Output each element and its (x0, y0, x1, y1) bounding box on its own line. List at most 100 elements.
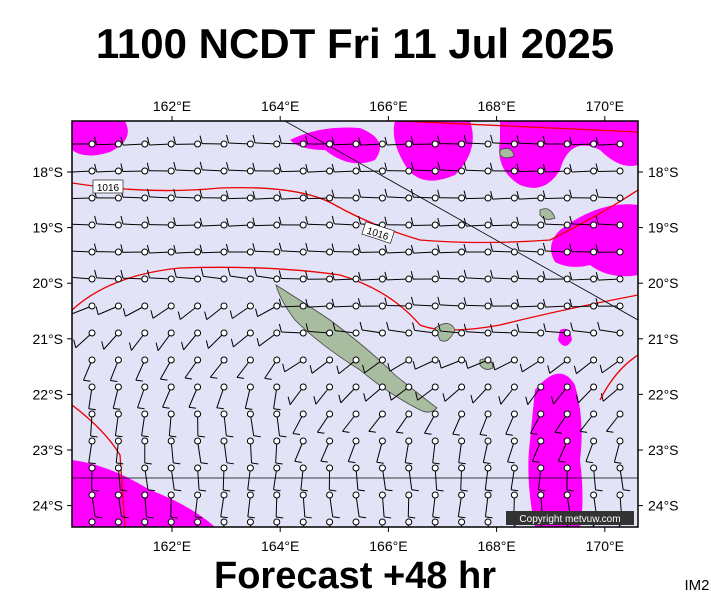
barb-station (300, 411, 306, 417)
barb-station (379, 168, 385, 174)
barb-station (221, 195, 227, 201)
longitude-label: 170°E (586, 98, 624, 114)
barb-station (511, 195, 517, 201)
barb-station (247, 141, 253, 147)
barb-station (591, 492, 597, 498)
barb-station (406, 492, 412, 498)
barb-station (168, 438, 174, 444)
barb-station (591, 384, 597, 390)
barb-station (195, 384, 201, 390)
barb-station (115, 492, 121, 498)
barb-station (564, 276, 570, 282)
barb-station (538, 465, 544, 471)
barb-station (89, 141, 95, 147)
barb-station (591, 411, 597, 417)
barb-station (221, 465, 227, 471)
barb-station (327, 465, 333, 471)
barb-station (221, 141, 227, 147)
barb-station (168, 411, 174, 417)
longitude-label: 164°E (261, 98, 299, 114)
barb-station (617, 330, 623, 336)
barb-station (168, 519, 174, 525)
title: 1100 NCDT Fri 11 Jul 2025 (96, 20, 614, 67)
barb-station (247, 519, 253, 525)
latitude-label: 24°S (648, 498, 679, 514)
barb-station (591, 276, 597, 282)
barb-station (195, 168, 201, 174)
barb-station (327, 195, 333, 201)
barb-station (115, 330, 121, 336)
barb-station (485, 276, 491, 282)
barb-station (379, 411, 385, 417)
barb-station (432, 492, 438, 498)
longitude-label: 168°E (477, 98, 515, 114)
barb-station (142, 492, 148, 498)
barb-station (432, 519, 438, 525)
barb-station (115, 411, 121, 417)
barb-station (327, 357, 333, 363)
barb-station (564, 411, 570, 417)
latitude-label: 21°S (648, 331, 679, 347)
barb-station (142, 438, 148, 444)
barb-station (327, 303, 333, 309)
barb-station (432, 303, 438, 309)
barb-station (89, 249, 95, 255)
barb-station (538, 168, 544, 174)
barb-station (485, 465, 491, 471)
barb-station (591, 195, 597, 201)
barb-station (617, 438, 623, 444)
barb-station (406, 303, 412, 309)
barb-station (591, 249, 597, 255)
barb-station (538, 303, 544, 309)
barb-station (379, 519, 385, 525)
barb-station (353, 438, 359, 444)
barb-station (406, 465, 412, 471)
barb-station (89, 384, 95, 390)
barb-station (274, 303, 280, 309)
barb-station (617, 357, 623, 363)
barb-station (432, 276, 438, 282)
barb-station (617, 195, 623, 201)
barb-station (432, 141, 438, 147)
barb-station (379, 438, 385, 444)
barb-station (538, 492, 544, 498)
barb-station (115, 222, 121, 228)
barb-station (274, 357, 280, 363)
barb-station (432, 465, 438, 471)
barb-station (353, 492, 359, 498)
barb-station (564, 222, 570, 228)
barb-station (247, 492, 253, 498)
barb-station (195, 411, 201, 417)
barb-station (247, 330, 253, 336)
barb-station (591, 303, 597, 309)
barb-station (142, 330, 148, 336)
barb-station (485, 492, 491, 498)
barb-station (511, 411, 517, 417)
barb-station (564, 195, 570, 201)
barb-station (247, 303, 253, 309)
latitude-label: 22°S (32, 386, 63, 402)
barb-station (300, 492, 306, 498)
barb-station (379, 303, 385, 309)
barb-station (221, 519, 227, 525)
longitude-label: 166°E (369, 538, 407, 554)
barb-station (379, 330, 385, 336)
barb-station (300, 168, 306, 174)
barb-station (406, 411, 412, 417)
barb-station (485, 330, 491, 336)
isobar-label: 1016 (97, 183, 120, 194)
barb-station (89, 492, 95, 498)
barb-station (195, 357, 201, 363)
barb-station (274, 438, 280, 444)
barb-station (195, 222, 201, 228)
barb-station (115, 465, 121, 471)
barb-station (353, 519, 359, 525)
barb-station (511, 249, 517, 255)
barb-station (142, 465, 148, 471)
barb-station (485, 222, 491, 228)
barb-station (353, 195, 359, 201)
barb-station (89, 411, 95, 417)
barb-station (485, 384, 491, 390)
barb-station (511, 438, 517, 444)
barb-station (353, 276, 359, 282)
